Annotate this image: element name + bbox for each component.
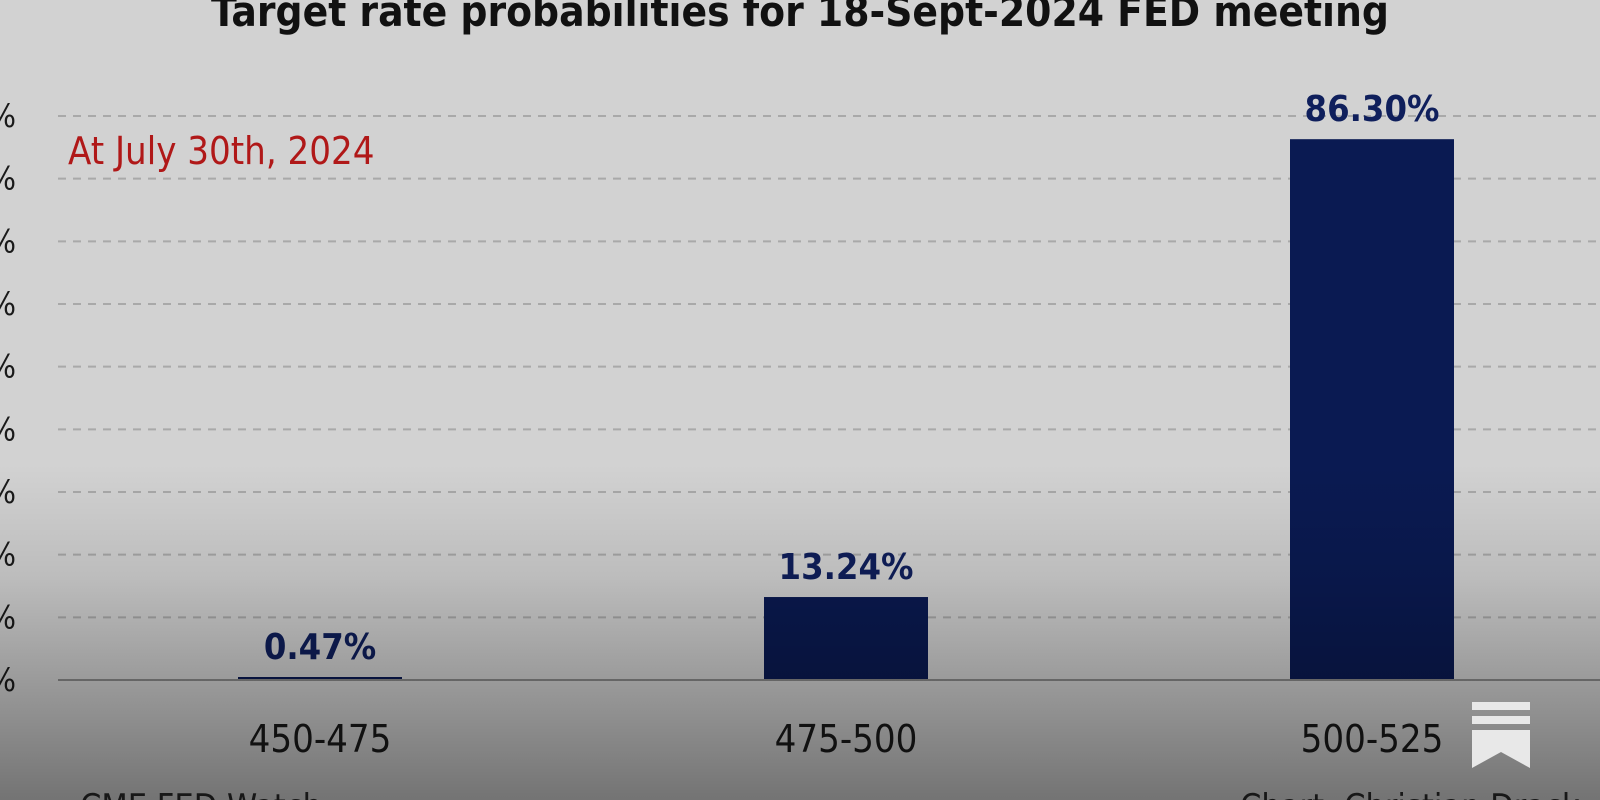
bookmark-icon[interactable] xyxy=(1472,702,1530,768)
chart-credit: Chart: Christian Drack xyxy=(1240,787,1580,800)
y-tick-label: 20% xyxy=(0,536,16,574)
x-tick-label: 450-475 xyxy=(249,717,392,761)
y-tick-label: 30% xyxy=(0,473,16,511)
y-tick-label: 40% xyxy=(0,410,16,448)
chart-title: Target rate probabilities for 18-Sept-20… xyxy=(211,0,1389,36)
bar-475-500 xyxy=(764,597,928,680)
y-tick-label: 10% xyxy=(0,598,16,636)
data-label: 86.30% xyxy=(1305,89,1440,130)
source-credit: CME FED Watch xyxy=(80,787,322,800)
y-tick-label: 0% xyxy=(0,661,16,699)
y-tick-label: 70% xyxy=(0,222,16,260)
x-tick-label: 500-525 xyxy=(1301,717,1444,761)
y-tick-label: 60% xyxy=(0,285,16,323)
y-axis-ticks: 0% 10% 20% 30% 40% 50% 60% 70% 80% 90% xyxy=(0,97,16,699)
bar-450-475 xyxy=(238,677,402,680)
data-label: 13.24% xyxy=(779,547,914,588)
bars xyxy=(238,139,1454,681)
y-tick-label: 80% xyxy=(0,160,16,198)
gridlines xyxy=(58,115,1600,619)
bar-500-525 xyxy=(1290,139,1454,681)
x-axis-ticks: 450-475 475-500 500-525 xyxy=(249,717,1444,761)
data-label: 0.47% xyxy=(264,627,376,668)
date-annotation: At July 30th, 2024 xyxy=(68,129,375,173)
y-tick-label: 50% xyxy=(0,348,16,386)
x-tick-label: 475-500 xyxy=(775,717,918,761)
y-tick-label: 90% xyxy=(0,97,16,135)
data-labels: 0.47% 13.24% 86.30% xyxy=(264,89,1440,668)
